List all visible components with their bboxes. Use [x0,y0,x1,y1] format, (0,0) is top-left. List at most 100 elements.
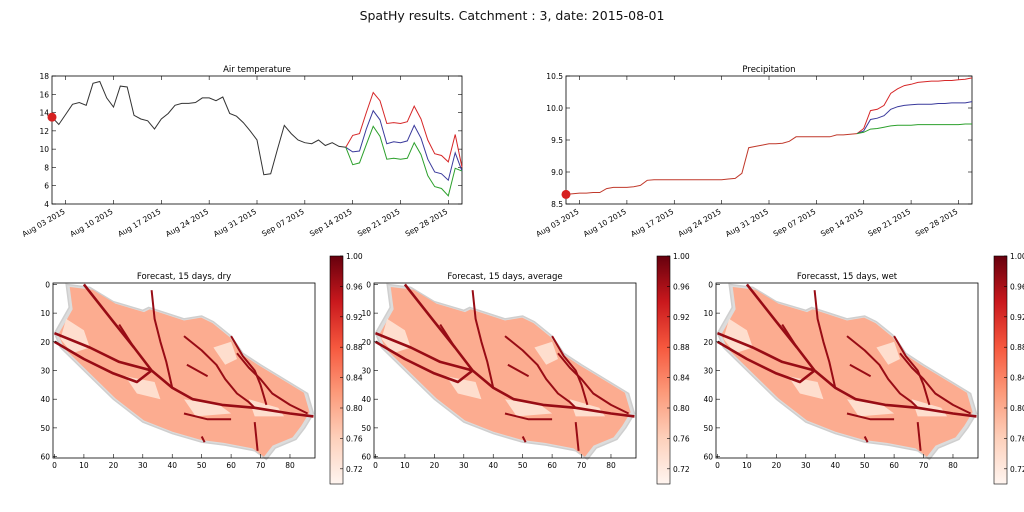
y-tick-label: 40 [361,395,371,404]
stream-line [716,340,816,384]
forecast-wet-map: Forecasst, 15 days, wet 0 10 20 30 40 50 60 70 80… [703,252,1024,485]
low-value-patch [534,341,558,365]
y-tick-label: 8.5 [551,200,563,209]
colorbar-tick-label: 0.72 [673,465,690,474]
colorbar-tick-label: 0.80 [1010,404,1024,413]
forecast-average-map: Forecast, 15 days, average 0 10 20 30 40 50 60 7… [361,252,690,485]
y-tick-label: 60 [703,453,713,462]
y-tick-label: 10.0 [546,104,563,113]
x-tick-label: 20 [772,461,782,470]
x-tick-label: Aug 24 2015 [677,207,723,239]
x-tick-label: Sep 14 2015 [308,207,354,239]
x-tick-label: 40 [167,461,177,470]
y-tick-label: 50 [361,424,371,433]
x-tick-label: Aug 31 2015 [724,207,770,239]
colorbar-tick-label: 0.76 [673,434,690,443]
colorbar-tick-label: 0.92 [346,313,363,322]
x-tick-label: 20 [430,461,440,470]
y-tick-label: 30 [361,367,371,376]
chart-title: Precipitation [742,65,795,75]
stream-line [916,421,922,451]
colorbar-tick-label: 0.72 [1010,465,1024,474]
map-title: Forecast, 15 days, dry [137,272,231,282]
colorbar-tick-label: 0.76 [346,434,363,443]
y-tick-label: 8 [44,163,49,172]
x-tick-label: 0 [373,461,378,470]
y-tick-label: 4 [44,200,49,209]
stream-line [846,412,895,421]
colorbar [329,255,344,485]
colorbar-tick-label: 0.88 [1010,343,1024,352]
y-tick-label: 0 [366,280,371,289]
colorbar-tick-label: 0.96 [346,282,363,291]
low-value-patch [213,341,237,365]
forecast-series-line-1 [856,101,973,135]
colorbar-tick-label: 0.84 [346,374,363,383]
x-tick-label: Sep 07 2015 [772,207,818,239]
colorbar-tick-label: 0.84 [673,374,690,383]
x-tick-label: 0 [715,461,720,470]
colorbar [993,255,1008,485]
stream-line [150,290,174,388]
x-tick-label: 0 [52,461,57,470]
precipitation-chart: Precipitation 8.5 9.0 9.5 10.0 10.5 Aug 03 201… [534,65,973,239]
stream-line [504,335,577,409]
map-title: Forecast, 15 days, average [447,272,562,282]
stream-line [230,335,268,406]
stream-line [183,335,256,409]
forecast-series-line-1 [345,109,463,182]
colorbar-tick-label: 0.72 [346,465,363,474]
stream-line [574,421,580,451]
y-tick-label: 40 [703,395,713,404]
stream-line [781,324,798,349]
low-value-patch [847,399,895,417]
x-tick-label: Aug 10 2015 [582,207,628,239]
current-date-marker [561,189,571,199]
y-tick-label: 0 [708,280,713,289]
low-value-patch [876,341,900,365]
x-tick-label: 40 [488,461,498,470]
x-tick-label: 10 [400,461,410,470]
x-tick-label: Aug 10 2015 [68,207,114,239]
current-date-marker [47,112,57,122]
stream-line [183,412,232,421]
y-tick-label: 10 [361,309,371,318]
stream-line [374,340,474,384]
x-tick-label: 10 [742,461,752,470]
y-tick-label: 10 [703,309,713,318]
x-tick-label: Aug 17 2015 [629,207,675,239]
forecast-dry-map: Forecast, 15 days, dry 0 10 20 30 40 50 60 70 80 0… [40,252,363,485]
stream-line [745,283,977,418]
low-value-patch [505,399,553,417]
colorbar-tick-label: 1.00 [673,252,690,261]
x-tick-label: Sep 21 2015 [866,207,912,239]
x-tick-label: Sep 07 2015 [260,207,306,239]
y-tick-label: 60 [40,453,50,462]
y-tick-label: 50 [40,424,50,433]
x-tick-label: Aug 17 2015 [116,207,162,239]
x-tick-label: 70 [256,461,266,470]
colorbar-tick-label: 0.76 [1010,434,1024,443]
y-tick-label: 50 [703,424,713,433]
x-tick-label: Sep 28 2015 [404,207,450,239]
map-title: Forecasst, 15 days, wet [797,272,898,282]
stream-line [118,324,135,349]
y-tick-label: 0 [45,280,50,289]
forecast-series-line-2 [856,123,972,135]
stream-line [403,283,635,418]
observed-series-line [565,133,858,195]
stream-line [253,421,259,451]
x-tick-label: 60 [889,461,899,470]
y-tick-label: 30 [703,367,713,376]
stream-line [82,283,314,418]
y-tick-label: 16 [39,90,49,99]
x-tick-label: Aug 03 2015 [21,207,67,239]
x-tick-label: 50 [197,461,207,470]
y-tick-label: 30 [40,367,50,376]
chart-title: Air temperature [223,65,291,75]
stream-line [439,324,456,349]
stream-line [507,363,530,378]
stream-line [504,412,553,421]
